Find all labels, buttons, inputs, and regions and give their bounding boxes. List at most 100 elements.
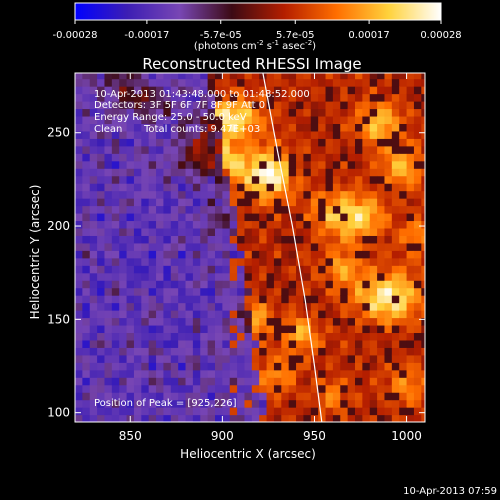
heatmap-cell xyxy=(406,332,415,341)
heatmap-cell xyxy=(266,168,275,177)
heatmap-cell xyxy=(391,93,400,102)
heatmap-cell xyxy=(156,339,165,348)
heatmap-cell xyxy=(222,227,231,236)
heatmap-cell xyxy=(82,212,91,222)
heatmap-cell xyxy=(288,198,297,207)
heatmap-cell xyxy=(362,347,371,356)
heatmap-cell xyxy=(192,257,201,266)
heatmap-cell xyxy=(362,168,371,177)
heatmap-cell xyxy=(303,115,312,124)
heatmap-cell xyxy=(222,362,231,371)
heatmap-cell xyxy=(156,242,165,251)
heatmap-cell xyxy=(178,73,187,80)
heatmap-cell xyxy=(362,145,371,154)
heatmap-cell xyxy=(178,175,187,184)
heatmap-cell xyxy=(237,414,246,422)
heatmap-cell xyxy=(126,168,135,177)
heatmap-cell xyxy=(185,414,194,422)
heatmap-cell xyxy=(281,392,290,401)
heatmap-cell xyxy=(244,227,253,236)
heatmap-cell xyxy=(362,108,371,117)
heatmap-cell xyxy=(399,287,408,296)
heatmap-cell xyxy=(170,280,179,289)
heatmap-cell xyxy=(148,78,157,87)
heatmap-cell xyxy=(281,407,290,416)
heatmap-cell xyxy=(296,347,305,356)
heatmap-cell xyxy=(355,205,363,214)
heatmap-cell xyxy=(340,93,349,102)
heatmap-cell xyxy=(178,414,187,422)
heatmap-cell xyxy=(296,153,305,162)
heatmap-cell xyxy=(148,377,157,386)
heatmap-cell xyxy=(266,235,275,244)
heatmap-cell xyxy=(332,198,341,207)
heatmap-cell xyxy=(288,362,297,371)
heatmap-cell xyxy=(163,73,172,80)
heatmap-cell xyxy=(413,310,422,319)
heatmap-cell xyxy=(347,220,356,229)
heatmap-cell xyxy=(273,354,282,363)
heatmap-cell xyxy=(281,93,290,102)
heatmap-cell xyxy=(369,190,378,199)
heatmap-cell xyxy=(148,138,157,147)
heatmap-cell xyxy=(296,295,305,304)
heatmap-cell xyxy=(421,78,425,87)
heatmap-cell xyxy=(421,287,425,296)
heatmap-cell xyxy=(82,250,91,259)
heatmap-cell xyxy=(332,339,341,348)
heatmap-cell xyxy=(156,73,165,80)
heatmap-cell xyxy=(384,93,393,102)
heatmap-cell xyxy=(362,302,371,311)
heatmap-cell xyxy=(406,354,415,363)
heatmap-cell xyxy=(89,212,98,222)
heatmap-cell xyxy=(303,227,312,236)
heatmap-cell xyxy=(192,153,201,162)
heatmap-cell xyxy=(310,145,319,154)
heatmap-cell xyxy=(119,384,128,393)
heatmap-cell xyxy=(163,287,172,296)
heatmap-cell xyxy=(82,130,91,139)
heatmap-cell xyxy=(215,354,223,363)
heatmap-cell xyxy=(325,175,334,184)
heatmap-cell xyxy=(148,160,157,169)
heatmap-cell xyxy=(82,287,91,296)
heatmap-cell xyxy=(192,332,201,341)
heatmap-cell xyxy=(259,108,268,117)
heatmap-cell xyxy=(104,242,113,251)
heatmap-cell xyxy=(273,332,282,341)
heatmap-cell xyxy=(318,130,327,139)
heatmap-cell xyxy=(156,138,165,147)
heatmap-cell xyxy=(170,399,179,408)
heatmap-cell xyxy=(325,399,334,408)
heatmap-cell xyxy=(200,324,209,334)
heatmap-cell xyxy=(185,354,194,363)
heatmap-cell xyxy=(133,160,142,169)
heatmap-cell xyxy=(192,168,201,177)
heatmap-cell xyxy=(163,280,172,289)
heatmap-cell xyxy=(111,295,120,304)
heatmap-cell xyxy=(251,347,260,356)
heatmap-cell xyxy=(347,108,356,117)
heatmap-cell xyxy=(170,220,179,229)
heatmap-cell xyxy=(318,347,327,356)
heatmap-cell xyxy=(244,220,253,229)
heatmap-cell xyxy=(89,220,98,229)
heatmap-cell xyxy=(318,78,327,87)
heatmap-cell xyxy=(332,73,341,80)
heatmap-cell xyxy=(97,317,106,326)
heatmap-cell xyxy=(215,235,223,244)
heatmap-cell xyxy=(288,108,297,117)
heatmap-cell xyxy=(281,265,290,274)
heatmap-cell xyxy=(259,339,268,348)
heatmap-cell xyxy=(384,235,393,244)
heatmap-cell xyxy=(413,108,422,117)
heatmap-cell xyxy=(178,220,187,229)
heatmap-cell xyxy=(413,384,422,393)
heatmap-cell xyxy=(170,160,179,169)
heatmap-cell xyxy=(178,160,187,169)
heatmap-cell xyxy=(384,287,393,296)
heatmap-cell xyxy=(185,257,194,266)
heatmap-cell xyxy=(163,183,172,192)
heatmap-cell xyxy=(148,123,157,132)
heatmap-cell xyxy=(178,347,187,356)
